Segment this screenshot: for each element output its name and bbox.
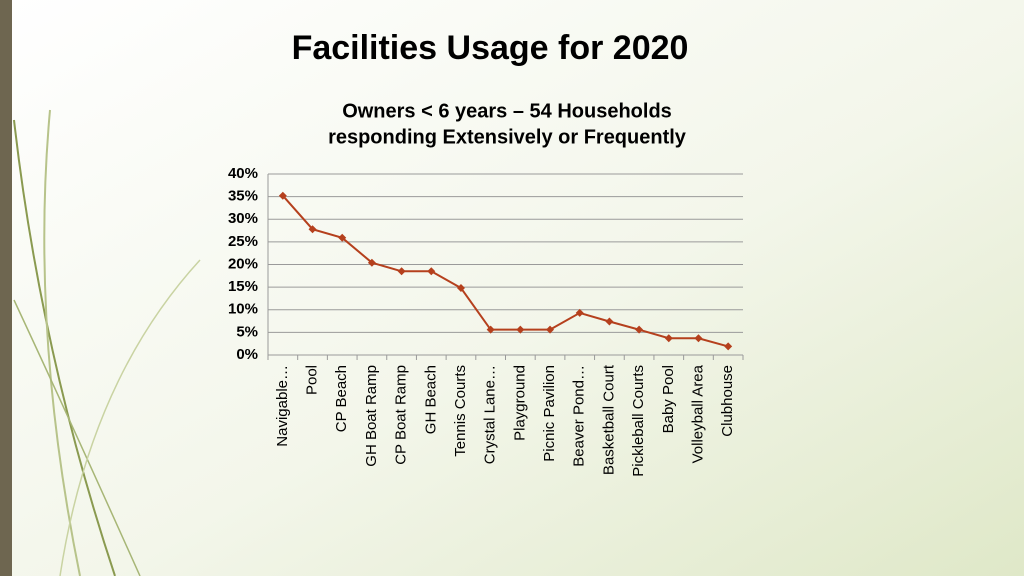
slide-title: Facilities Usage for 2020 — [292, 29, 689, 67]
x-tick-label: CP Boat Ramp — [393, 365, 410, 465]
y-tick-label: 10% — [228, 301, 258, 318]
y-tick-label: 0% — [236, 346, 258, 363]
data-line — [282, 195, 729, 348]
x-tick-label: Baby Pool — [660, 365, 677, 433]
x-tick-label: Pool — [304, 365, 321, 395]
data-point — [724, 342, 733, 351]
data-point — [635, 325, 644, 334]
decor-curve — [59, 259, 201, 576]
x-tick-label: Tennis Courts — [452, 365, 469, 457]
data-point — [308, 225, 317, 234]
y-tick-label: 40% — [228, 165, 258, 182]
data-point — [338, 233, 347, 242]
x-tick-label: Playground — [511, 365, 528, 441]
data-point — [664, 334, 673, 343]
decor-curve — [43, 109, 81, 576]
y-tick-label: 35% — [228, 188, 258, 205]
data-point — [575, 308, 584, 317]
data-point — [456, 284, 465, 293]
x-tick-label: Basketball Court — [600, 364, 617, 475]
y-tick-label: 25% — [228, 233, 258, 250]
x-tick-label: GH Beach — [422, 365, 439, 434]
y-tick-label: 5% — [236, 323, 258, 340]
x-tick-label: Volleyball Area — [689, 364, 706, 463]
x-tick-label: Navigable… — [274, 365, 291, 447]
data-point — [546, 325, 555, 334]
x-tick-label: Picnic Pavilion — [541, 365, 558, 462]
decor-curve — [13, 299, 141, 576]
data-point — [694, 334, 703, 343]
data-point — [486, 325, 495, 334]
x-tick-label: CP Beach — [333, 365, 350, 432]
side-strip — [0, 0, 12, 576]
decor-curve — [13, 119, 116, 576]
x-tick-label: Clubhouse — [719, 365, 736, 437]
data-point — [278, 191, 287, 200]
chart-subtitle: responding Extensively or Frequently — [328, 126, 687, 148]
data-point — [367, 258, 376, 267]
y-tick-label: 20% — [228, 255, 258, 272]
y-tick-label: 30% — [228, 210, 258, 227]
data-point — [427, 267, 436, 276]
data-point — [605, 317, 614, 326]
data-point — [516, 325, 525, 334]
data-point — [397, 267, 406, 276]
x-tick-label: Beaver Pond… — [571, 365, 588, 467]
x-tick-label: Crystal Lane… — [482, 365, 499, 464]
x-tick-label: Pickleball Courts — [630, 365, 647, 477]
x-tick-label: GH Boat Ramp — [363, 365, 380, 467]
chart-subtitle: Owners < 6 years – 54 Households — [342, 100, 672, 122]
y-tick-label: 15% — [228, 278, 258, 295]
